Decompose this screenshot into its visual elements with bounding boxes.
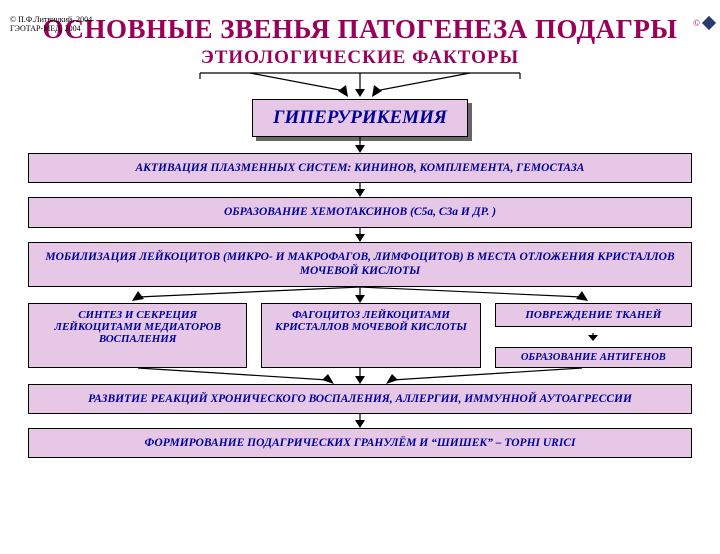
node-mobilization: МОБИЛИЗАЦИЯ ЛЕЙКОЦИТОВ (МИКРО- И МАКРОФА… bbox=[28, 242, 692, 287]
node-activation: АКТИВАЦИЯ ПЛАЗМЕННЫХ СИСТЕМ: КИНИНОВ, КО… bbox=[28, 153, 692, 183]
diamond-icon bbox=[702, 16, 716, 30]
arrow-down-icon bbox=[583, 333, 603, 341]
page-subtitle: ЭТИОЛОГИЧЕСКИЕ ФАКТОРЫ bbox=[0, 47, 720, 69]
merge-arrows-icon bbox=[28, 368, 692, 384]
arrow-down-icon bbox=[350, 183, 370, 197]
page-title: ОСНОВНЫЕ ЗВЕНЬЯ ПАТОГЕНЕЗА ПОДАГРЫ bbox=[0, 14, 720, 45]
copyright-symbol: © bbox=[693, 18, 700, 28]
node-antigens: ОБРАЗОВАНИЕ АНТИГЕНОВ bbox=[495, 347, 692, 368]
copyright-line2: ГЭОТАР-МЕД, 2004 bbox=[10, 24, 81, 33]
three-box-row: СИНТЕЗ И СЕКРЕЦИЯ ЛЕЙКОЦИТАМИ МЕДИАТОРОВ… bbox=[28, 303, 692, 368]
node-phagocytosis: ФАГОЦИТОЗ ЛЕЙКОЦИТАМИ КРИСТАЛЛОВ МОЧЕВОЙ… bbox=[261, 303, 480, 368]
node-chemotaxins: ОБРАЗОВАНИЕ ХЕМОТАКСИНОВ (С5а, С3а И ДР.… bbox=[28, 197, 692, 227]
split-arrows-icon bbox=[28, 287, 692, 303]
copyright-note: © П.Ф.Литвицкий, 2004 ГЭОТАР-МЕД, 2004 bbox=[10, 16, 92, 34]
arrow-down-icon bbox=[350, 137, 370, 153]
copyright-line1: © П.Ф.Литвицкий, 2004 bbox=[10, 15, 92, 24]
node-development: РАЗВИТИЕ РЕАКЦИЙ ХРОНИЧЕСКОГО ВОСПАЛЕНИЯ… bbox=[28, 384, 692, 414]
arrow-down-icon bbox=[350, 414, 370, 428]
corner-mark: © bbox=[693, 18, 714, 28]
node-hyperuricemia: ГИПЕРУРИКЕМИЯ bbox=[252, 99, 468, 137]
arrow-down-icon bbox=[350, 228, 370, 242]
node-final: ФОРМИРОВАНИЕ ПОДАГРИЧЕСКИХ ГРАНУЛЁМ И “Ш… bbox=[28, 428, 692, 458]
node-damage: ПОВРЕЖДЕНИЕ ТКАНЕЙ bbox=[495, 303, 692, 327]
node-synthesis: СИНТЕЗ И СЕКРЕЦИЯ ЛЕЙКОЦИТАМИ МЕДИАТОРОВ… bbox=[28, 303, 247, 368]
bracket-arrow-icon bbox=[190, 69, 530, 99]
